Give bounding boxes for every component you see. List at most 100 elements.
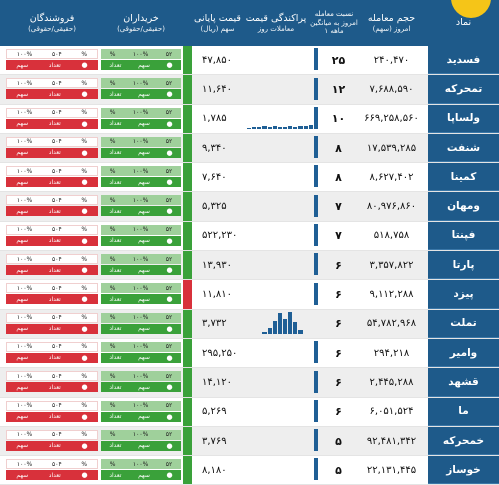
- table-row[interactable]: تمحرکه ۷,۶۸۸,۵۹۰ ۱۲ ۱۱,۶۴۰% ۱۰۰% ۵۲ تعداد سهم ● ۱…: [0, 75, 499, 105]
- header-symbol-label: نماد: [455, 17, 472, 29]
- buyers-share-label: سهم: [138, 266, 150, 274]
- sellers-share-label: سهم: [16, 413, 29, 421]
- table-row[interactable]: پیزد ۹,۱۱۲,۲۸۸ ۶ ۱۱,۸۱۰% ۱۰۰% ۵۲ تعداد سهم ● ۱۰۰%…: [0, 280, 499, 310]
- buyers-share-label: سهم: [138, 237, 150, 245]
- buyers-value: %: [109, 343, 116, 351]
- symbol-cell: قشهد: [428, 368, 499, 397]
- sellers-real-row: ۱۰۰% ۵۰۴%: [6, 107, 98, 118]
- buyers-value: ۵۲: [165, 343, 173, 351]
- sellers-breakdown: ۱۰۰% ۵۰۴% سهم تعداد ●: [6, 283, 98, 305]
- buyers-count-label: تعداد: [109, 61, 122, 69]
- buyers-value: ۵۲: [165, 226, 173, 234]
- buyers-real-row: % ۱۰۰% ۵۲: [101, 166, 181, 177]
- buyers-breakdown: % ۱۰۰% ۵۲ تعداد سهم ●: [101, 49, 181, 71]
- sellers-legal-row: سهم تعداد ●: [6, 89, 98, 100]
- person-icon: ●: [166, 471, 173, 480]
- buyers-value: ۱۰۰%: [132, 343, 149, 351]
- person-icon: ●: [166, 61, 173, 69]
- header-spread-label: پراکندگی قیمت: [245, 12, 307, 24]
- sellers-real-row: ۱۰۰% ۵۰۴%: [6, 429, 98, 440]
- buyers-share-label: سهم: [138, 178, 150, 186]
- sellers-count-label: تعداد: [48, 295, 61, 303]
- sellers-value: %: [81, 50, 88, 58]
- spread-bar: [288, 126, 293, 129]
- table-row[interactable]: خمحرکه ۹۲,۴۸۱,۳۴۲ ۵ ۳,۷۶۹% ۱۰۰% ۵۲ تعداد سهم ● ۱۰…: [0, 426, 499, 457]
- sellers-breakdown: ۱۰۰% ۵۰۴% سهم تعداد ●: [6, 224, 98, 247]
- buyers-share-label: سهم: [138, 61, 150, 69]
- person-icon: ●: [166, 266, 173, 275]
- table-row[interactable]: پارتا ۳,۳۵۷,۸۲۲ ۶ ۱۳,۹۳۰% ۱۰۰% ۵۲ تعداد سهم ● ۱۰۰…: [0, 251, 499, 281]
- spread-bar: [277, 126, 282, 129]
- sellers-count-label: تعداد: [48, 237, 61, 245]
- buyers-real-row: % ۱۰۰% ۵۲: [101, 400, 181, 411]
- person-icon: ●: [166, 353, 173, 362]
- table-row[interactable]: تملت ۵۴,۷۸۲,۹۶۸ ۶ ۳,۷۳۲% ۱۰۰% ۵۲ تعداد سهم ● ۱۰۰%…: [0, 309, 499, 339]
- sellers-legal-row: سهم تعداد ●: [6, 147, 98, 158]
- buyers-value: ۵۲: [165, 372, 173, 380]
- spread-bar: [313, 282, 318, 305]
- buyers-breakdown: % ۱۰۰% ۵۲ تعداد سهم ●: [101, 400, 181, 423]
- buyers-breakdown: % ۱۰۰% ۵۲ تعداد سهم ●: [101, 107, 181, 130]
- table-row[interactable]: شنفت ۱۷,۵۳۹,۲۸۵ ۸ ۹,۳۴۰% ۱۰۰% ۵۲ تعداد سهم ● ۱۰۰%…: [0, 133, 499, 164]
- sellers-count-label: تعداد: [48, 442, 61, 450]
- table-row[interactable]: فپنتا ۵۱۸,۷۵۸ ۷ ۵۲۲,۲۳۰% ۱۰۰% ۵۲ تعداد سهم ● ۱۰۰%…: [0, 221, 499, 252]
- table-row[interactable]: وامیر ۲۹۴,۲۱۸ ۶ ۲۹۵,۲۵۰% ۱۰۰% ۵۲ تعداد سهم ● ۱۰۰%…: [0, 338, 499, 369]
- buyers-share-label: سهم: [138, 442, 150, 450]
- sellers-value: ۵۰۴: [52, 284, 62, 292]
- sellers-share-label: سهم: [16, 295, 29, 303]
- spread-bar: [247, 127, 252, 129]
- symbol-cell: پارتا: [428, 251, 499, 280]
- table-row[interactable]: ومهان ۸۰,۹۷۶,۸۶۰ ۷ ۵,۳۲۵% ۱۰۰% ۵۲ تعداد سهم ● ۱۰۰…: [0, 192, 499, 222]
- buyers-share-label: سهم: [138, 413, 150, 421]
- logo-icon: [451, 0, 491, 18]
- buyers-real-row: % ۱۰۰% ۵۲: [101, 371, 181, 382]
- buyers-value: ۱۰۰%: [132, 109, 149, 117]
- sellers-share-label: سهم: [16, 149, 29, 157]
- sellers-share-label: سهم: [16, 120, 29, 128]
- table-row[interactable]: قشهد ۲,۴۴۵,۲۸۸ ۶ ۱۴,۱۲۰% ۱۰۰% ۵۲ تعداد سهم ● ۱۰۰%…: [0, 368, 499, 398]
- sellers-value: ۵۰۴: [52, 226, 62, 234]
- buyers-breakdown: % ۱۰۰% ۵۲ تعداد سهم ●: [101, 166, 181, 188]
- table-row[interactable]: کمینا ۸,۶۲۷,۴۰۲ ۸ ۷,۶۴۰% ۱۰۰% ۵۲ تعداد سهم ● ۱۰۰%…: [0, 163, 499, 193]
- table-row[interactable]: ولساپا ۶۶۹,۲۵۸,۵۶۰ ۱۰ ۱,۷۸۵% ۱۰۰% ۵۲ تعداد سهم ●…: [0, 104, 499, 134]
- price-change-indicator: [183, 397, 192, 426]
- sellers-legal-row: سهم تعداد ●: [6, 382, 98, 393]
- price-change-indicator: [183, 309, 192, 338]
- sellers-legal-row: سهم تعداد ●: [6, 323, 98, 334]
- person-icon: ●: [81, 266, 88, 275]
- sellers-share-label: سهم: [16, 442, 29, 450]
- spread-bar: [313, 136, 318, 159]
- buyers-real-row: % ۱۰۰% ۵۲: [101, 312, 181, 323]
- person-icon: ●: [81, 353, 88, 362]
- buyers-value: ۱۰۰%: [132, 196, 149, 204]
- price-cell: ۱۱,۶۴۰: [202, 83, 233, 95]
- sellers-value: ۵۰۴: [52, 255, 62, 263]
- buyers-legal-row: تعداد سهم ●: [101, 89, 181, 100]
- sellers-breakdown: ۱۰۰% ۵۰۴% سهم تعداد ●: [6, 49, 98, 71]
- table-row[interactable]: ما ۶,۰۵۱,۵۲۴ ۶ ۵,۲۶۹% ۱۰۰% ۵۲ تعداد سهم ● ۱۰۰% ۵۰۴…: [0, 397, 499, 427]
- spread-bar: [267, 126, 272, 129]
- symbol-cell: پیزد: [428, 280, 499, 309]
- header-spread-sub: معاملات روز: [257, 24, 295, 33]
- sellers-breakdown: ۱۰۰% ۵۰۴% سهم تعداد ●: [6, 107, 98, 130]
- table-row[interactable]: فسدید ۲۴۰,۴۷۰ ۲۵ ۴۷,۸۵۰% ۱۰۰% ۵۲ تعداد سهم ● ۱۰۰%…: [0, 46, 499, 76]
- buyers-share-label: سهم: [138, 325, 150, 333]
- spread-bar: [313, 399, 318, 422]
- volume-cell: ۸۰,۹۷۶,۸۶۰: [366, 201, 417, 213]
- sellers-share-label: سهم: [16, 471, 29, 479]
- header-volume-label: حجم معامله: [367, 12, 416, 24]
- buyers-breakdown: % ۱۰۰% ۵۲ تعداد سهم ●: [101, 341, 181, 364]
- buyers-count-label: تعداد: [109, 237, 122, 245]
- spread-bar: [272, 126, 277, 129]
- sellers-value: ۵۰۴: [52, 167, 62, 175]
- spread-bar: [282, 127, 288, 129]
- spread-bar: [313, 106, 318, 129]
- sellers-count-label: تعداد: [48, 90, 61, 98]
- table-row[interactable]: خوساز ۲۲,۱۳۱,۴۴۵ ۵ ۸,۱۸۰% ۱۰۰% ۵۲ تعداد سهم ● ۱۰۰…: [0, 456, 499, 485]
- sellers-breakdown: ۱۰۰% ۵۰۴% سهم تعداد ●: [6, 136, 98, 159]
- person-icon: ●: [81, 119, 88, 128]
- buyers-count-label: تعداد: [109, 120, 122, 128]
- sellers-count-label: تعداد: [48, 207, 61, 215]
- price-cell: ۴۷,۸۵۰: [202, 54, 233, 66]
- spread-bar: [257, 127, 262, 129]
